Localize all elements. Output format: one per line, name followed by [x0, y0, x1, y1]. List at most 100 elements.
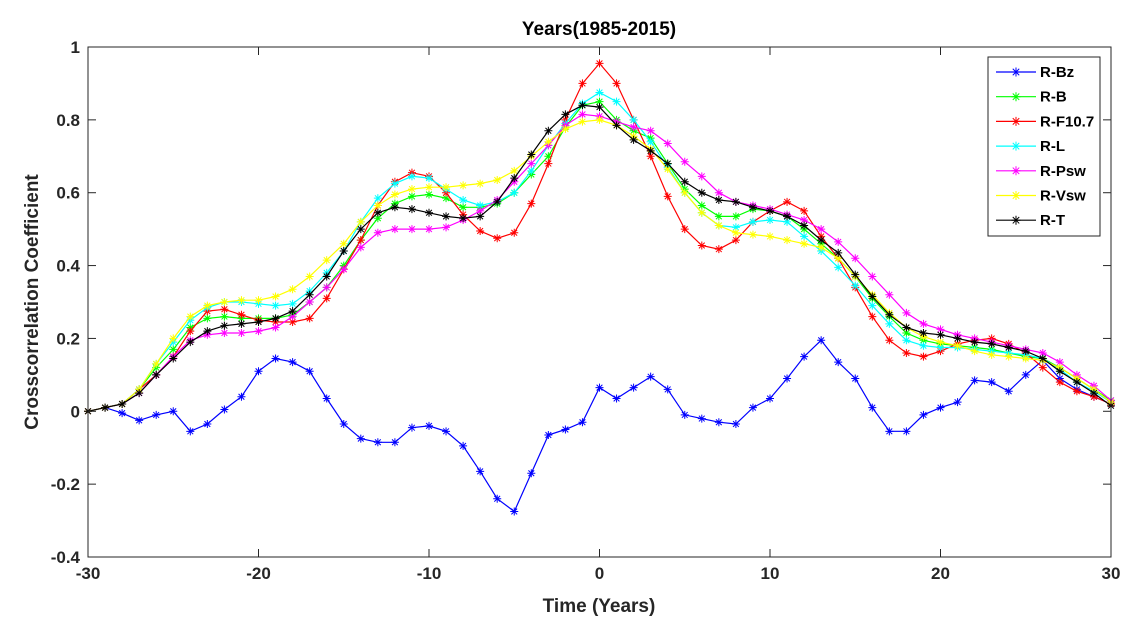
y-tick-label: 0.8 [56, 111, 80, 130]
data-point [868, 403, 877, 412]
x-tick-label: -20 [246, 564, 271, 583]
data-point [851, 281, 860, 290]
legend-label: R-Psw [1040, 163, 1086, 180]
data-point [663, 159, 672, 168]
data-point [595, 383, 604, 392]
data-point [425, 190, 433, 199]
legend-item: R-F10.7 [996, 113, 1094, 130]
data-point [783, 197, 792, 206]
data-point [800, 352, 809, 361]
data-point [186, 338, 195, 347]
tick-layer: -30 -20 -10 0 10 20 30 -0.4 -0.2 0 0.2 0.4 0.6 0.8 1 [51, 38, 1121, 583]
data-point [203, 301, 212, 310]
data-point [748, 403, 757, 412]
data-point [800, 216, 809, 225]
data-point [578, 110, 587, 119]
legend-item: R-L [996, 138, 1065, 155]
data-point [714, 212, 723, 221]
data-point [373, 214, 382, 223]
data-point [544, 159, 553, 168]
data-point [152, 410, 161, 419]
data-point [271, 301, 280, 310]
data-point [118, 400, 127, 408]
data-point [1055, 358, 1064, 367]
data-point [646, 372, 655, 381]
data-point [1021, 354, 1030, 363]
data-point [390, 225, 399, 234]
data-point [271, 292, 280, 301]
data-point [493, 494, 502, 503]
y-tick-label: 0.6 [56, 184, 80, 203]
data-point [373, 194, 382, 203]
data-point [442, 212, 451, 221]
data-point [697, 208, 706, 217]
data-point [1055, 367, 1064, 376]
data-point [407, 423, 416, 432]
data-point [425, 183, 433, 192]
data-point [800, 232, 809, 241]
data-point [544, 152, 553, 161]
data-point [953, 341, 962, 350]
data-point [305, 272, 314, 281]
data-point [1004, 352, 1013, 361]
data-point [800, 221, 809, 230]
legend-item: R-Psw [996, 163, 1086, 180]
data-point [885, 290, 894, 299]
data-point [1038, 363, 1047, 372]
data-point [1021, 347, 1030, 356]
data-point [305, 367, 314, 376]
data-point [476, 206, 485, 215]
data-point [817, 236, 826, 245]
data-point [714, 245, 723, 254]
data-point [629, 123, 638, 132]
legend-label: R-B [1040, 89, 1067, 106]
data-point [885, 310, 894, 319]
data-point [493, 197, 502, 206]
data-point [595, 115, 604, 124]
data-point [783, 236, 792, 245]
data-point [731, 420, 740, 429]
data-point [237, 310, 246, 319]
data-point [476, 212, 485, 221]
data-point [919, 410, 928, 419]
data-point [714, 221, 723, 230]
data-point [271, 323, 280, 332]
data-point [356, 243, 365, 252]
data-point [476, 201, 485, 210]
data-point [373, 201, 382, 210]
data-point [1021, 370, 1030, 379]
data-point [680, 188, 689, 197]
legend-item: R-B [996, 89, 1067, 106]
data-point [697, 172, 706, 181]
data-point [544, 137, 553, 146]
legend-label: R-T [1040, 212, 1065, 229]
data-point [902, 349, 911, 357]
data-point [731, 212, 740, 221]
data-point [987, 350, 996, 359]
data-point [459, 214, 468, 223]
data-point [953, 334, 962, 343]
data-point [288, 307, 297, 316]
data-point [288, 318, 297, 327]
data-point [766, 216, 774, 225]
data-point [766, 206, 774, 215]
data-point [152, 359, 161, 368]
data-point [714, 418, 723, 427]
data-point [442, 183, 451, 192]
data-point [305, 290, 314, 299]
data-point [987, 339, 996, 348]
data-point [527, 199, 536, 208]
data-point [578, 117, 587, 126]
data-point [493, 175, 502, 184]
data-point [101, 403, 110, 412]
data-point [731, 236, 740, 245]
data-point [135, 389, 144, 398]
data-point [220, 321, 229, 330]
data-point [288, 312, 297, 321]
data-point [936, 338, 945, 347]
data-point [680, 410, 689, 419]
data-point [476, 226, 485, 235]
data-point [731, 223, 740, 232]
data-point [970, 338, 979, 347]
